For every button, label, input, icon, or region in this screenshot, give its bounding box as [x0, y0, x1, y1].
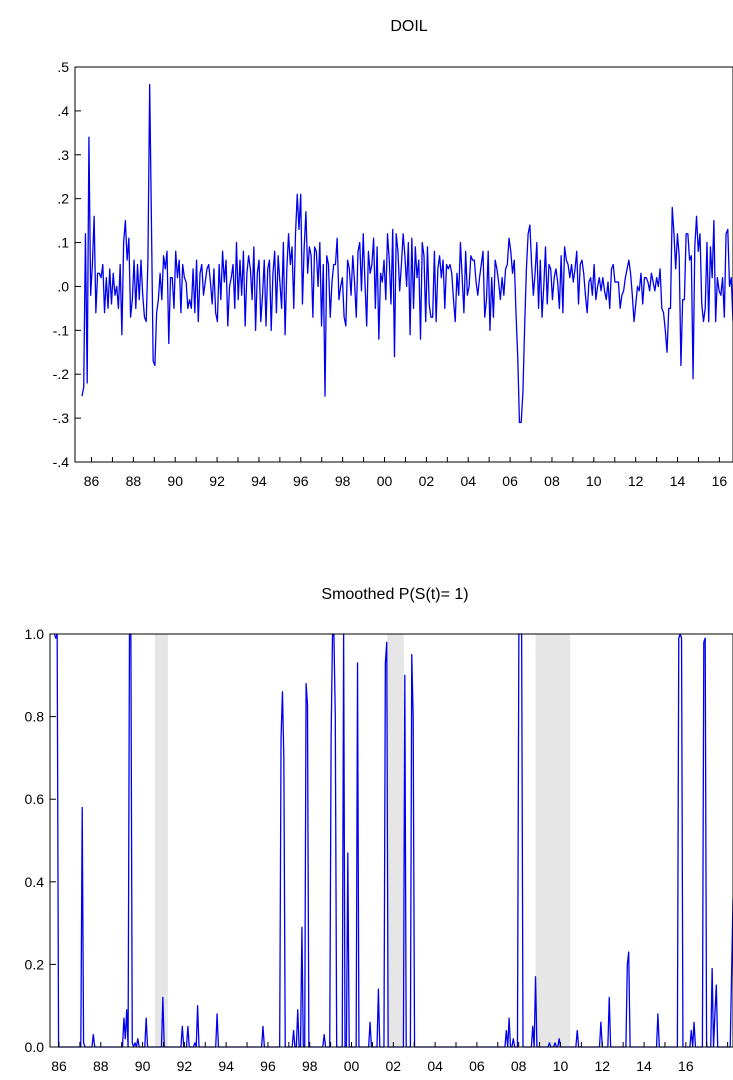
y-tick-label: -.4 — [53, 454, 70, 470]
y-tick-label: 0.6 — [25, 791, 45, 807]
recession-band — [154, 634, 168, 1047]
recession-band — [387, 634, 404, 1047]
x-tick-label: 14 — [670, 473, 686, 489]
y-tick-label: 0.8 — [25, 709, 45, 725]
y-tick-label: -.2 — [53, 366, 70, 382]
x-tick-label: 92 — [209, 473, 225, 489]
doil-chart: DOIL .5 .4 .3 .2 .1 .0 -.1 -.2 -.3 -.4 86 88 90 92 94… — [53, 18, 733, 489]
x-tick-label: 98 — [302, 1058, 318, 1074]
y-tick-label: .0 — [57, 278, 69, 294]
x-tick-label: 16 — [712, 473, 728, 489]
x-tick-label: 90 — [167, 473, 183, 489]
doil-series-line — [81, 83, 733, 424]
chart-title: Smoothed P(S(t)= 1) — [321, 586, 468, 603]
y-tick-label: 0.0 — [25, 1039, 45, 1055]
y-tick-label: .1 — [57, 235, 69, 251]
y-tick-label: .2 — [57, 191, 69, 207]
y-tick-label: .4 — [57, 103, 69, 119]
x-tick-label: 08 — [511, 1058, 527, 1074]
x-tick-label: 04 — [427, 1058, 443, 1074]
plot-frame — [49, 633, 733, 1048]
x-tick-label: 00 — [377, 473, 393, 489]
x-tick-label: 16 — [678, 1058, 694, 1074]
x-tick-label: 96 — [260, 1058, 276, 1074]
x-tick-label: 94 — [218, 1058, 234, 1074]
x-tick-label: 08 — [544, 473, 560, 489]
x-tick-label: 96 — [293, 473, 309, 489]
y-tick-label: .3 — [57, 147, 69, 163]
x-tick-label: 90 — [135, 1058, 151, 1074]
x-tick-label: 14 — [636, 1058, 652, 1074]
x-tick-label: 98 — [335, 473, 351, 489]
x-tick-label: 04 — [460, 473, 476, 489]
plot-frame — [74, 66, 733, 463]
x-tick-label: 06 — [469, 1058, 485, 1074]
y-tick-label: -.1 — [53, 322, 70, 338]
x-tick-label: 10 — [586, 473, 602, 489]
x-tick-label: 06 — [502, 473, 518, 489]
y-tick-label: -.3 — [53, 410, 70, 426]
x-tick-label: 92 — [177, 1058, 193, 1074]
x-tick-label: 86 — [51, 1058, 67, 1074]
x-tick-label: 88 — [126, 473, 142, 489]
x-tick-label: 00 — [344, 1058, 360, 1074]
smoothed-probability-chart: Smoothed P(S(t)= 1) 1.0 0.8 0.6 0.4 0.2 0.0 8… — [25, 586, 733, 1074]
x-tick-label: 94 — [251, 473, 267, 489]
x-tick-label: 02 — [419, 473, 435, 489]
y-tick-label: 0.4 — [25, 874, 45, 890]
recession-band — [535, 634, 571, 1047]
x-tick-label: 12 — [594, 1058, 610, 1074]
x-tick-label: 02 — [386, 1058, 402, 1074]
x-tick-label: 88 — [93, 1058, 109, 1074]
chart-title: DOIL — [390, 18, 427, 35]
x-tick-label: 86 — [84, 473, 100, 489]
x-tick-label: 12 — [628, 473, 644, 489]
y-tick-label: .5 — [57, 59, 69, 75]
y-tick-label: 1.0 — [25, 626, 45, 642]
y-tick-label: 0.2 — [25, 956, 45, 972]
x-tick-label: 10 — [553, 1058, 569, 1074]
